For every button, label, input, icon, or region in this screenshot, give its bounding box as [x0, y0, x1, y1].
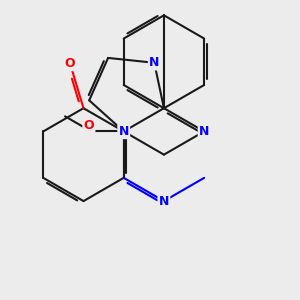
- Text: N: N: [149, 56, 160, 69]
- Text: N: N: [199, 125, 209, 138]
- Text: O: O: [84, 119, 94, 132]
- Text: N: N: [118, 125, 129, 138]
- Text: N: N: [159, 195, 169, 208]
- Text: O: O: [64, 57, 75, 70]
